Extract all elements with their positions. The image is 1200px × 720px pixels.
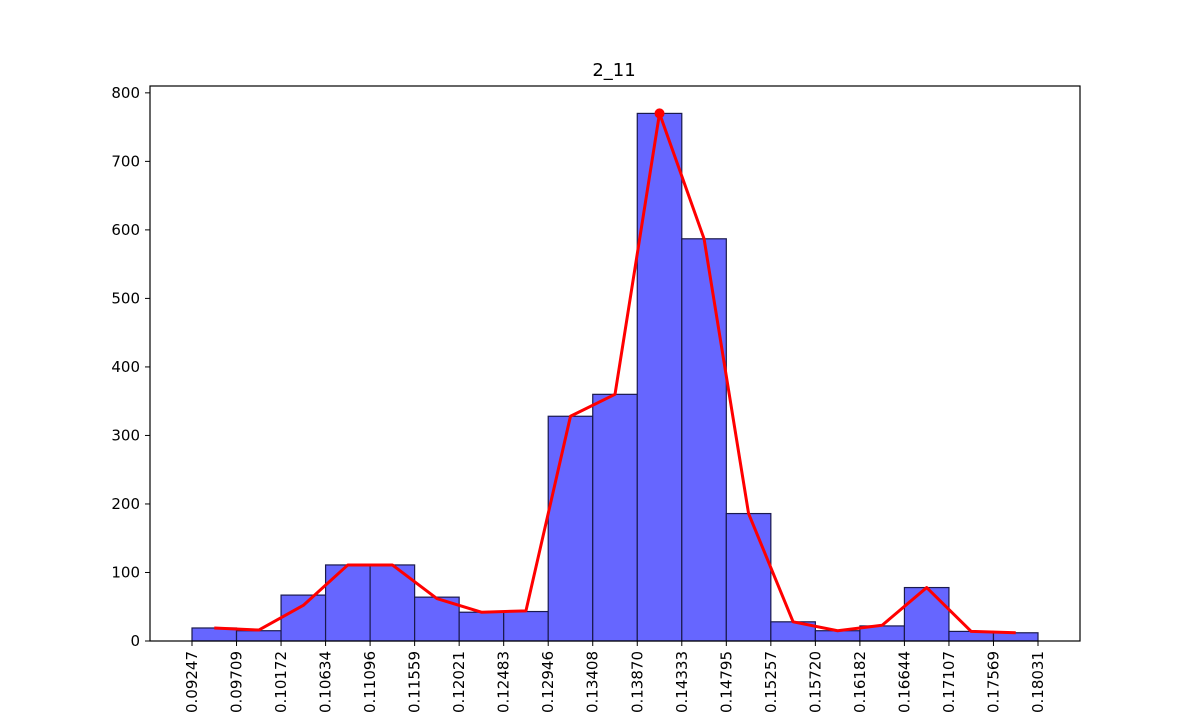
density-line-group [214, 108, 1016, 635]
histogram-bar [503, 610, 549, 642]
histogram-bar [235, 630, 282, 642]
x-axis: 0.09247 0.09709 0.10172 0.10634 0.11096 0.115… [183, 641, 1047, 713]
x-tick-label: 0.18031 [1029, 651, 1047, 713]
x-tick-label: 0.10634 [317, 651, 335, 713]
x-tick-label: 0.11559 [406, 651, 424, 713]
histogram-bar [592, 393, 638, 642]
y-tick-label: 100 [111, 563, 140, 581]
bars-group [191, 112, 1039, 642]
x-tick-label: 0.09709 [228, 651, 246, 713]
histogram-bar [458, 611, 505, 642]
x-tick-label: 0.16644 [895, 651, 913, 713]
peak-marker [654, 108, 665, 119]
y-axis: 0 100 200 300 400 500 600 700 800 [111, 84, 150, 650]
x-tick-label: 0.12483 [495, 651, 513, 713]
y-tick-label: 200 [111, 495, 140, 513]
histogram-bar [681, 238, 727, 642]
histogram-bar [992, 632, 1039, 642]
x-tick-label: 0.12021 [450, 651, 468, 713]
x-tick-label: 0.09247 [183, 651, 201, 713]
histogram-bar [280, 594, 327, 642]
x-tick-label: 0.17569 [984, 651, 1002, 713]
x-tick-label: 0.13870 [628, 651, 646, 713]
y-tick-label: 300 [111, 426, 140, 444]
x-tick-label: 0.10172 [272, 651, 290, 713]
x-tick-label: 0.15720 [806, 651, 824, 713]
x-tick-label: 0.17107 [940, 651, 958, 713]
histogram-bar [547, 415, 594, 642]
y-tick-label: 700 [111, 152, 140, 170]
y-tick-label: 400 [111, 358, 140, 376]
x-tick-label: 0.14333 [673, 651, 691, 713]
x-tick-label: 0.16182 [851, 651, 869, 713]
x-tick-label: 0.14795 [717, 651, 735, 713]
plot-frame [149, 85, 1081, 642]
y-tick-label: 800 [111, 84, 140, 102]
density-line [214, 111, 1016, 635]
histogram-bar [725, 512, 772, 642]
histogram-bar [324, 564, 371, 642]
y-tick-label: 500 [111, 289, 140, 307]
chart-title: 2_11 [592, 60, 635, 81]
x-tick-label: 0.11096 [361, 651, 379, 713]
x-tick-label: 0.15257 [762, 651, 780, 713]
y-tick-label: 0 [130, 632, 140, 650]
histogram-bar [814, 630, 861, 642]
y-tick-label: 600 [111, 221, 140, 239]
x-tick-label: 0.13408 [584, 651, 602, 713]
x-tick-label: 0.12946 [539, 651, 557, 713]
histogram-bar [903, 586, 950, 642]
histogram-bar [636, 112, 683, 642]
